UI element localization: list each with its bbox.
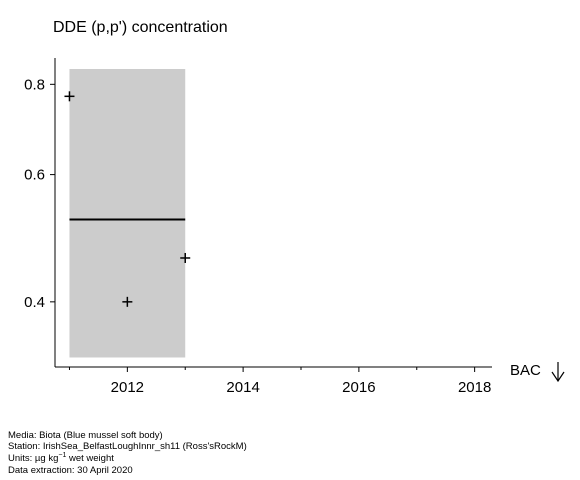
chart-canvas: 2012 2014 2016 2018 0.4 0.6 0.8 BAC bbox=[24, 58, 565, 396]
footer-units: Units: µg kg−1 wet weight bbox=[8, 451, 247, 465]
y-tick-label: 0.4 bbox=[24, 294, 45, 311]
chart-title: DDE (p,p') concentration bbox=[53, 19, 228, 36]
confidence-band bbox=[69, 69, 186, 358]
confidence-band-layer bbox=[69, 69, 186, 358]
footer-media: Media: Biota (Blue mussel soft body) bbox=[8, 430, 163, 441]
footer-station: Station: IrishSea_BelfastLoughInnr_sh11 … bbox=[8, 441, 247, 453]
x-tick-label: 2018 bbox=[458, 379, 491, 396]
footer-units-exponent: −1 bbox=[58, 451, 67, 459]
x-tick-label: 2016 bbox=[342, 379, 375, 396]
footer-notes: Media: Biota (Blue mussel soft body) Sta… bbox=[8, 430, 247, 477]
footer-units-prefix: Units: µg kg bbox=[8, 452, 59, 464]
reference-arrow-head bbox=[551, 371, 565, 383]
data-point bbox=[64, 91, 75, 102]
axes-layer: 2012 2014 2016 2018 0.4 0.6 0.8 bbox=[24, 58, 492, 396]
data-points-layer bbox=[64, 91, 191, 307]
data-point bbox=[180, 252, 191, 263]
reference-layer: BAC bbox=[510, 362, 565, 383]
x-tick-label: 2012 bbox=[111, 379, 144, 396]
x-tick-label: 2014 bbox=[226, 379, 259, 396]
y-tick-label: 0.8 bbox=[24, 76, 45, 93]
footer-units-suffix: wet weight bbox=[66, 452, 114, 464]
y-tick-label: 0.6 bbox=[24, 167, 45, 184]
reference-label: BAC bbox=[510, 362, 541, 379]
data-point bbox=[122, 296, 133, 307]
footer-extraction: Data extraction: 30 April 2020 bbox=[8, 465, 133, 477]
